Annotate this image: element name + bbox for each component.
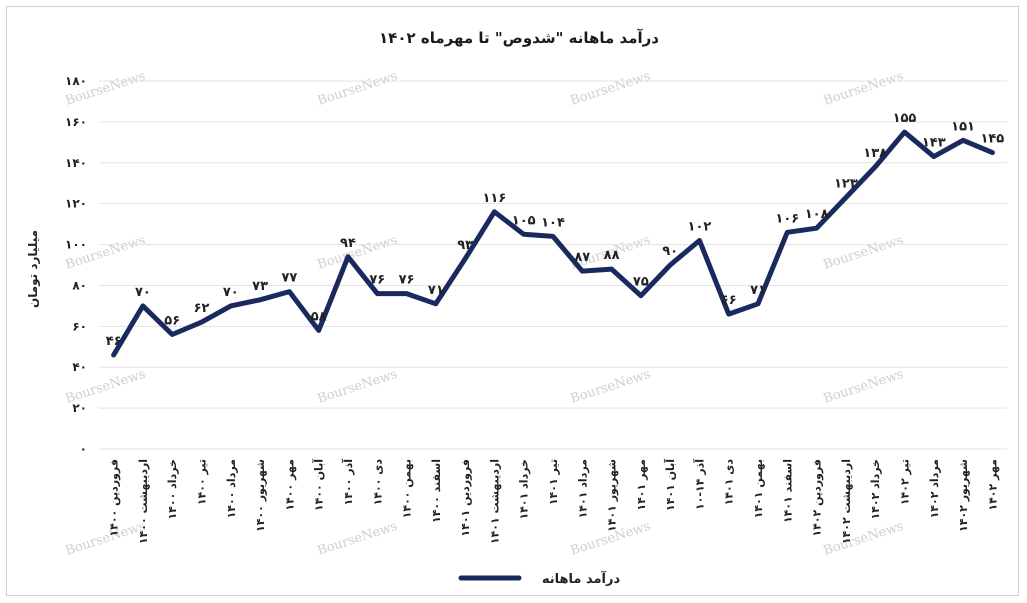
data-label: ۱۴۵ <box>980 132 1004 147</box>
data-label: ۴۶ <box>106 334 122 349</box>
x-tick-label: دی ۱۴۰۱ <box>723 459 736 506</box>
x-tick-label: مرداد ۱۴۰۰ <box>225 459 238 518</box>
chart-frame: BourseNews BourseNews BourseNews BourseNews… <box>6 6 1019 596</box>
data-label: ۷۷ <box>281 271 297 286</box>
x-tick-label: تیر ۱۴۰۱ <box>547 459 560 505</box>
data-label: ۱۱۶ <box>483 191 507 206</box>
watermark-text: BourseNews <box>822 233 906 273</box>
x-tick-label: اسفند ۱۴۰۰ <box>430 459 443 523</box>
data-label: ۷۰ <box>223 285 239 300</box>
data-label: ۷۳ <box>252 279 268 294</box>
x-tick-label: اردیبهشت ۱۴۰۰ <box>137 459 150 544</box>
x-tick-label: مهر ۱۴۰۰ <box>283 459 296 511</box>
x-tick-label: مهر ۱۴۰۱ <box>635 459 648 511</box>
data-label: ۹۴ <box>340 236 356 251</box>
y-tick-label: ۱۰۰ <box>65 238 87 252</box>
chart-title: درآمد ماهانه "شدوص" تا مهرماه ۱۴۰۲ <box>379 29 659 47</box>
data-label: ۱۳۸ <box>863 146 887 161</box>
x-tick-label: بهمن ۱۴۰۰ <box>401 459 414 518</box>
y-tick-label: ۱۲۰ <box>65 197 87 211</box>
x-tick-label: فروردین ۱۴۰۱ <box>459 459 472 537</box>
x-tick-label: آذر ۱۴-۱۰ <box>692 459 706 510</box>
data-label: ۱۰۵ <box>512 213 536 228</box>
watermark-text: BourseNews <box>316 69 400 109</box>
watermark-text: BourseNews <box>569 367 653 407</box>
data-label: ۵۸ <box>311 309 327 324</box>
data-label: ۸۸ <box>604 248 620 263</box>
y-tick-label: ۱۶۰ <box>65 115 87 129</box>
y-tick-label: ۱۸۰ <box>65 74 87 88</box>
x-tick-label: خرداد ۱۴۰۲ <box>869 459 882 520</box>
data-label: ۷۵ <box>633 275 649 290</box>
data-label: ۸۷ <box>574 250 590 265</box>
x-tick-label: مرداد ۱۴۰۱ <box>576 459 589 518</box>
y-axis-ticks: ۰ ۲۰ ۴۰ ۶۰ ۸۰ ۱۰۰ ۱۲۰ ۱۴۰ ۱۶۰ ۱۸۰ <box>65 74 87 456</box>
y-tick-label: ۲۰ <box>72 401 87 415</box>
data-label: ۷۱ <box>428 283 444 298</box>
x-tick-label: شهریور ۱۴۰۲ <box>957 459 970 532</box>
series-line-monthly-revenue <box>111 129 995 358</box>
x-tick-label: آبان ۱۴۰۱ <box>663 459 677 511</box>
data-label: ۱۰۴ <box>541 215 565 230</box>
watermark-layer: BourseNews BourseNews BourseNews BourseNews… <box>64 69 906 559</box>
x-tick-label: فروردین ۱۴۰۲ <box>811 459 824 537</box>
legend-label: درآمد ماهانه <box>542 570 621 587</box>
data-label: ۱۰۸ <box>805 207 829 222</box>
data-label: ۱۴۳ <box>922 136 946 151</box>
data-label: ۱۵۱ <box>951 119 975 134</box>
y-tick-label: ۸۰ <box>72 278 87 292</box>
x-tick-label: مهر ۱۴۰۲ <box>986 459 999 511</box>
data-label: ۱۵۵ <box>893 111 917 126</box>
series-layer <box>111 129 995 358</box>
y-axis-label: میلیارد تومان <box>26 230 41 308</box>
x-tick-label: فروردین ۱۴۰۰ <box>108 459 121 537</box>
data-label: ۷۶ <box>399 273 415 288</box>
x-tick-label: آذر ۱۴۰۰ <box>341 459 355 506</box>
data-label: ۱۲۳ <box>834 177 858 192</box>
line-chart: BourseNews BourseNews BourseNews BourseNews… <box>26 29 1007 587</box>
watermark-text: BourseNews <box>822 519 906 559</box>
x-tick-label: بهمن ۱۴۰۱ <box>752 459 765 518</box>
x-tick-label: خرداد ۱۴۰۰ <box>166 459 179 520</box>
data-label: ۱۰۶ <box>775 211 799 226</box>
y-tick-label: ۰ <box>80 442 87 456</box>
x-tick-label: آبان ۱۴۰۰ <box>312 459 326 511</box>
x-tick-label: تیر ۱۴۰۲ <box>898 459 911 505</box>
data-label: ۷۱ <box>750 283 766 298</box>
x-tick-label: شهریور ۱۴۰۱ <box>606 459 619 532</box>
data-labels: ۴۶ ۷۰ ۵۶ ۶۲ ۷۰ ۷۳ ۷۷ ۵۸ ۹۴ ۷۶ ۷۶ ۷۱ ۹۳ ۱۱۶ ۱۰۵ ۱۰۴ ۸۷ ۸۸ ۷… <box>106 111 1005 349</box>
watermark-text: BourseNews <box>316 367 400 407</box>
watermark-text: BourseNews <box>316 519 400 559</box>
x-tick-label: تیر ۱۴۰۰ <box>196 459 209 505</box>
y-tick-label: ۱۴۰ <box>65 156 87 170</box>
watermark-text: BourseNews <box>822 69 906 109</box>
data-label: ۹۳ <box>457 238 473 253</box>
data-label: ۷۶ <box>369 273 385 288</box>
x-tick-label: دی ۱۴۰۰ <box>371 459 384 506</box>
x-tick-label: شهریور ۱۴۰۰ <box>254 459 267 532</box>
data-label: ۱۰۲ <box>688 219 712 234</box>
y-tick-label: ۶۰ <box>72 319 87 333</box>
data-label: ۶۲ <box>194 301 210 316</box>
x-tick-label: اسفند ۱۴۰۱ <box>781 459 794 523</box>
x-axis-ticks: فروردین ۱۴۰۰ اردیبهشت ۱۴۰۰ خرداد ۱۴۰۰ تیر ۱… <box>108 459 1000 545</box>
data-label: ۵۶ <box>164 314 180 329</box>
x-tick-label: مرداد ۱۴۰۲ <box>928 459 941 518</box>
watermark-text: BourseNews <box>569 69 653 109</box>
x-tick-label: اردیبهشت ۱۴۰۲ <box>840 459 853 544</box>
legend: درآمد ماهانه <box>458 570 621 587</box>
x-tick-label: خرداد ۱۴۰۱ <box>518 459 531 520</box>
gridlines <box>99 80 1007 450</box>
data-label: ۶۶ <box>721 293 737 308</box>
x-tick-label: اردیبهشت ۱۴۰۱ <box>488 459 501 544</box>
data-label: ۷۰ <box>135 285 151 300</box>
watermark-text: BourseNews <box>64 519 148 559</box>
y-tick-label: ۴۰ <box>72 360 87 374</box>
watermark-text: BourseNews <box>822 367 906 407</box>
data-label: ۹۰ <box>662 244 678 259</box>
